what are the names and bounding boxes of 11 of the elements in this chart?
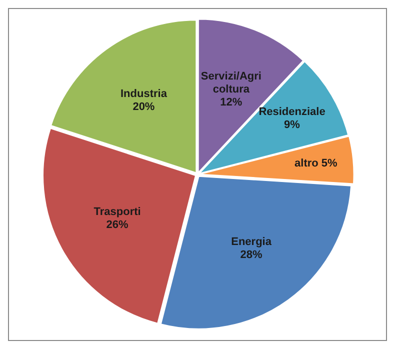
slice-label: Servizi/Agri coltura <box>200 70 262 96</box>
data-label: 12% <box>220 96 242 108</box>
slice-label: Industria <box>120 88 168 100</box>
data-label: 9% <box>284 119 300 132</box>
slice-label: Residenziale <box>258 106 326 118</box>
data-label: 26% <box>106 219 129 232</box>
data-label: 28% <box>240 249 262 262</box>
slice-label: Trasporti <box>94 206 141 218</box>
slice-label: altro 5% <box>294 157 338 170</box>
data-label: 20% <box>132 101 155 114</box>
slice-label: Energia <box>231 236 272 248</box>
